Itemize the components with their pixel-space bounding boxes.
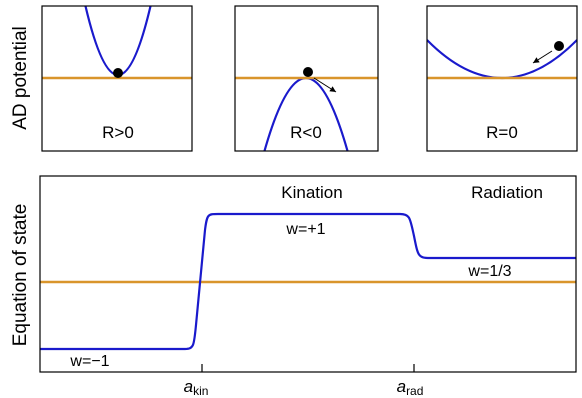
panel-r-zero: R=0 [426, 5, 578, 152]
region-radiation: Radiation [471, 183, 543, 202]
ball-icon [303, 67, 313, 77]
bottom-ylabel: Equation of state [10, 204, 31, 347]
panel-label: R>0 [102, 123, 134, 142]
panel-frame [426, 5, 578, 152]
panel-label: R=0 [486, 123, 518, 142]
ball-icon [113, 68, 123, 78]
panel-r-negative: R<0 [234, 5, 379, 152]
arrow-icon [532, 50, 553, 64]
state-label-w-one-third: w=1/3 [467, 263, 511, 280]
ball-icon [554, 41, 564, 51]
panel-frame [41, 5, 193, 152]
potential-curve [84, 6, 152, 76]
eos-curve [40, 212, 576, 351]
arrow-icon [313, 77, 337, 93]
tick-label-a-rad: arad [397, 377, 424, 398]
potential-curve [263, 76, 349, 151]
state-label-w-minus-one: w=−1 [69, 353, 109, 370]
panel-frame [234, 5, 379, 152]
panel-r-positive: R>0 [41, 5, 193, 152]
eos-panel: Kination Radiation w=+1 w=1/3 w=−1 [39, 175, 577, 373]
panel-label: R<0 [290, 123, 322, 142]
region-kination: Kination [281, 183, 342, 202]
top-ylabel: AD potential [10, 26, 31, 130]
tick-label-a-kin: akin [184, 377, 209, 398]
state-label-w-plus-one: w=+1 [285, 221, 325, 238]
panel-frame [39, 175, 577, 373]
